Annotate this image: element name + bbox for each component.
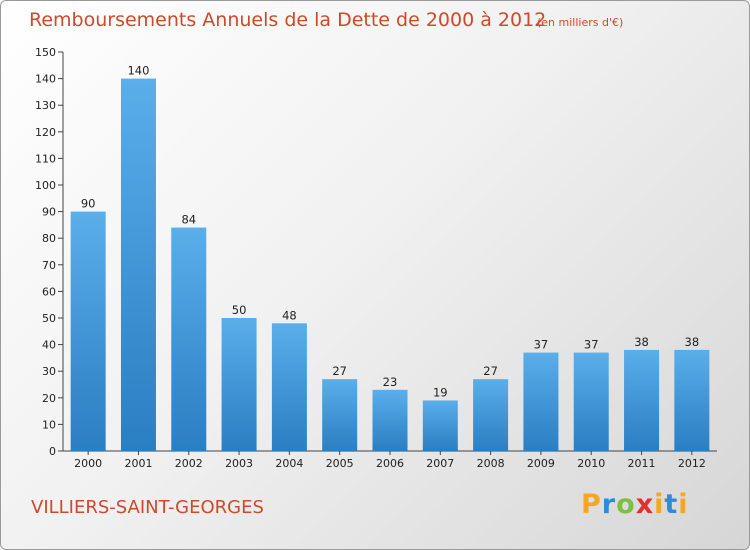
x-tick-label: 2001: [124, 457, 152, 470]
x-tick-label: 2010: [577, 457, 605, 470]
chart-title: Remboursements Annuels de la Dette de 20…: [29, 9, 547, 31]
bar-2008: [473, 379, 509, 451]
y-tick-label: 40: [42, 339, 56, 352]
x-tick-label: 2008: [477, 457, 505, 470]
data-label-2012: 38: [685, 335, 700, 349]
x-tick-label: 2002: [175, 457, 203, 470]
data-label-2004: 48: [282, 308, 297, 322]
y-tick-label: 0: [49, 445, 56, 458]
bar-2011: [624, 349, 660, 451]
y-tick-label: 140: [35, 73, 56, 86]
y-tick-label: 90: [42, 206, 56, 219]
y-tick-label: 60: [42, 285, 56, 298]
data-label-2000: 90: [81, 197, 96, 211]
data-label-2008: 27: [483, 364, 498, 378]
y-tick-label: 50: [42, 312, 56, 325]
data-label-2001: 140: [127, 64, 149, 78]
bar-2007: [422, 400, 458, 451]
bar-2010: [573, 352, 609, 451]
data-label-2005: 27: [332, 364, 347, 378]
y-tick-label: 10: [42, 418, 56, 431]
y-tick-label: 100: [35, 179, 56, 192]
data-label-2003: 50: [232, 303, 247, 317]
bar-2006: [372, 389, 408, 451]
bar-2009: [523, 352, 559, 451]
bar-2001: [120, 78, 156, 451]
x-tick-label: 2005: [326, 457, 354, 470]
bar-2004: [271, 323, 307, 451]
data-label-2002: 84: [181, 213, 196, 227]
y-tick-label: 130: [35, 99, 56, 112]
data-label-2006: 23: [383, 375, 398, 389]
x-tick-label: 2003: [225, 457, 253, 470]
x-tick-label: 2011: [628, 457, 656, 470]
y-tick-label: 30: [42, 365, 56, 378]
y-tick-label: 20: [42, 392, 56, 405]
bar-2002: [171, 227, 207, 451]
y-tick-label: 110: [35, 152, 56, 165]
x-tick-label: 2006: [376, 457, 404, 470]
proxiti-logo[interactable]: Proxiti: [581, 489, 689, 520]
bar-2012: [674, 349, 710, 451]
x-tick-label: 2012: [678, 457, 706, 470]
y-tick-label: 120: [35, 126, 56, 139]
data-label-2009: 37: [534, 338, 549, 352]
x-tick-label: 2000: [74, 457, 102, 470]
y-tick-label: 150: [35, 46, 56, 59]
bar-2005: [322, 379, 358, 451]
data-label-2011: 38: [634, 335, 649, 349]
bar-2003: [221, 318, 257, 451]
x-tick-label: 2009: [527, 457, 555, 470]
data-labels: 90 140 84 50 48 27 23 19 27 37 37 38 38: [81, 64, 699, 400]
x-tick-label: 2007: [426, 457, 454, 470]
y-tick-label: 70: [42, 259, 56, 272]
bar-2000: [70, 211, 106, 451]
data-label-2010: 37: [584, 338, 599, 352]
x-tick-label: 2004: [275, 457, 303, 470]
unit-note: (en milliers d'€): [537, 16, 624, 29]
data-label-2007: 19: [433, 385, 448, 399]
commune-name: VILLIERS-SAINT-GEORGES: [31, 497, 264, 518]
y-tick-label: 80: [42, 232, 56, 245]
bars: [70, 78, 710, 451]
